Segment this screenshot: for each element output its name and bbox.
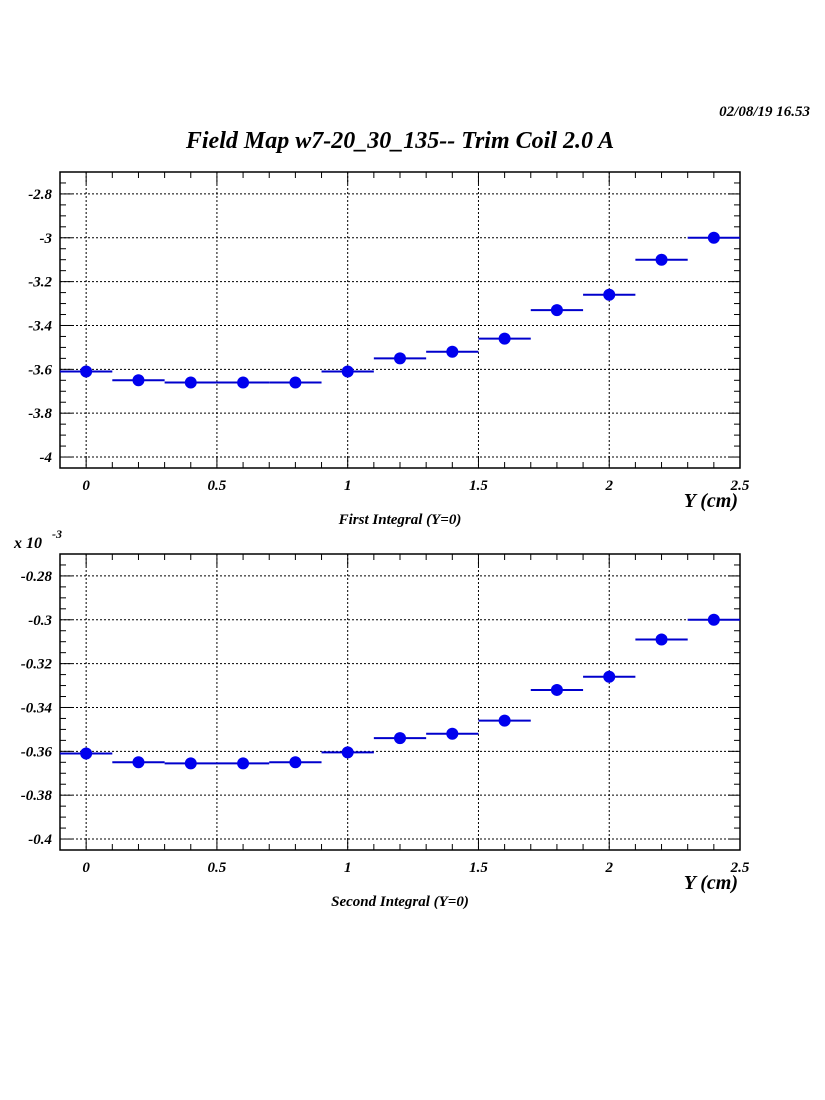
y-tick-label: -3.2: [28, 275, 52, 291]
x-tick-label: 1: [344, 478, 352, 494]
y-tick-label: -0.28: [21, 569, 53, 585]
data-point: [498, 332, 511, 345]
y-tick-label: -3.4: [28, 318, 52, 334]
page-title: Field Map w7-20_30_135-- Trim Coil 2.0 A: [185, 128, 615, 154]
x-tick-label: 0.5: [208, 860, 227, 876]
x-axis-label: Y (cm): [684, 872, 738, 894]
data-point: [446, 345, 459, 358]
data-point: [446, 727, 459, 740]
data-point: [237, 757, 250, 770]
data-point: [289, 756, 302, 769]
y-exponent-label: x 10: [13, 535, 42, 552]
chart-panel-2: 0 0.5 1 1.5 2 2.5 -0.28 -0.3 -0.32 -0.34 -0.36 -0.3…: [13, 527, 750, 910]
x-tick-label: 0: [82, 860, 90, 876]
data-point: [655, 633, 668, 646]
data-point: [132, 374, 145, 387]
x-tick-label: 1.5: [469, 860, 488, 876]
y-tick-label: -0.32: [21, 657, 53, 673]
y-tick-label: -0.4: [28, 832, 52, 848]
y-tick-label: -3.8: [28, 406, 52, 422]
data-point: [341, 365, 354, 378]
y-tick-label: -0.3: [28, 613, 52, 629]
y-tick-label: -3.6: [28, 362, 52, 378]
y-tick-label: -0.38: [21, 788, 53, 804]
data-point: [289, 376, 302, 389]
y-tick-label: -0.34: [21, 700, 53, 716]
data-point: [184, 376, 197, 389]
data-point: [341, 746, 354, 759]
data-point: [707, 613, 720, 626]
data-point: [550, 304, 563, 317]
data-point: [707, 231, 720, 244]
chart-panel-1: 0 0.5 1 1.5 2 2.5 -2.8 -3 -3.2 -3.4 -3.6 -3.8 -4 Y (c…: [28, 171, 750, 528]
y-tick-label: -4: [40, 450, 53, 466]
data-point: [603, 288, 616, 301]
y-exponent-power: -3: [52, 527, 62, 541]
data-point: [394, 352, 406, 365]
x-tick-label: 2: [604, 478, 613, 494]
data-point: [132, 756, 145, 769]
data-point: [184, 757, 197, 770]
y-tick-label: -2.8: [28, 187, 52, 203]
chart-title: First Integral (Y=0): [338, 512, 462, 528]
x-tick-label: 0: [82, 478, 90, 494]
plot-frame: [59, 553, 741, 851]
plot-frame: [59, 171, 741, 469]
x-tick-label: 2.5: [730, 860, 750, 876]
x-axis-label: Y (cm): [684, 490, 738, 512]
x-tick-label: 1.5: [469, 478, 488, 494]
timestamp: 02/08/19 16.53: [719, 104, 810, 120]
data-point: [394, 732, 406, 745]
data-point: [80, 365, 93, 378]
data-point: [603, 670, 616, 683]
chart-title: Second Integral (Y=0): [331, 894, 469, 910]
x-tick-label: 1: [344, 860, 352, 876]
data-point: [80, 747, 93, 760]
data-point: [550, 683, 563, 696]
x-tick-label: 2.5: [730, 478, 750, 494]
x-tick-label: 0.5: [208, 478, 227, 494]
data-point: [655, 253, 668, 266]
y-tick-label: -0.36: [21, 744, 53, 760]
data-point: [237, 376, 250, 389]
data-point: [498, 714, 511, 727]
x-tick-label: 2: [604, 860, 613, 876]
y-tick-label: -3: [40, 231, 53, 247]
